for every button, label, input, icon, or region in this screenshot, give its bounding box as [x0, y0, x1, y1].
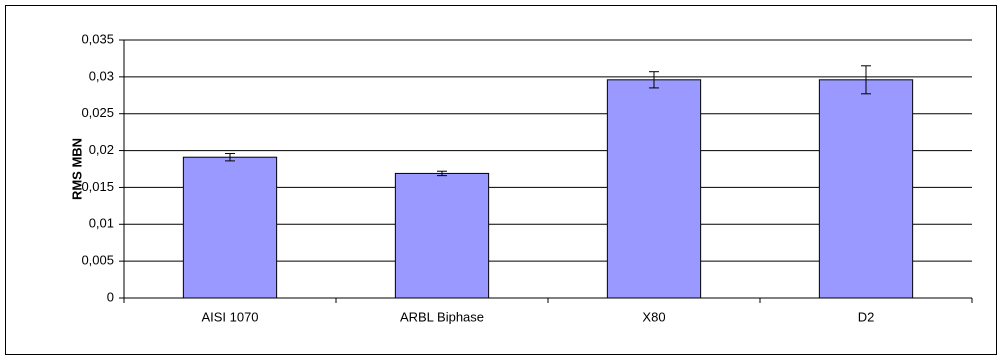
- y-tick-label: 0,03: [89, 68, 114, 83]
- error-bar: [225, 153, 235, 162]
- bar: [818, 79, 914, 299]
- x-tick-label: ARBL Biphase: [400, 309, 484, 324]
- x-tick-label: D2: [858, 309, 875, 324]
- y-tick-label: 0,005: [81, 253, 114, 268]
- x-tick-label: AISI 1070: [201, 309, 258, 324]
- y-tick-label: 0: [107, 289, 114, 304]
- x-tick-label: X80: [642, 309, 665, 324]
- bar: [182, 156, 278, 299]
- y-tick-label: 0,025: [81, 105, 114, 120]
- bar: [394, 172, 490, 299]
- error-bar: [861, 65, 871, 95]
- y-tick-label: 0,02: [89, 142, 114, 157]
- y-tick-label: 0,01: [89, 216, 114, 231]
- bar: [606, 79, 702, 299]
- error-bar: [649, 71, 659, 89]
- y-axis-label: RMS MBN: [69, 138, 84, 200]
- y-tick-label: 0,035: [81, 31, 114, 46]
- error-bar: [437, 170, 447, 177]
- y-tick-label: 0,015: [81, 179, 114, 194]
